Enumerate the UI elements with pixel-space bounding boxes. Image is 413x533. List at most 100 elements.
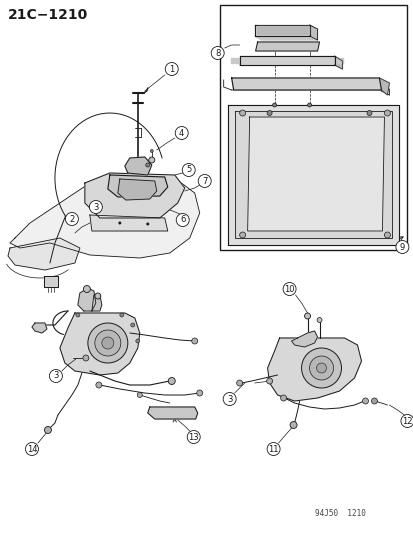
Circle shape — [370, 398, 377, 404]
Circle shape — [236, 380, 242, 386]
Polygon shape — [44, 276, 58, 287]
Bar — [230, 58, 239, 63]
Text: 94J50  1210: 94J50 1210 — [314, 509, 365, 518]
Circle shape — [384, 232, 389, 238]
Polygon shape — [247, 117, 384, 231]
Circle shape — [176, 214, 189, 227]
Polygon shape — [267, 338, 361, 401]
Circle shape — [266, 378, 272, 384]
Polygon shape — [10, 173, 199, 258]
Circle shape — [301, 348, 341, 388]
Text: 10: 10 — [284, 285, 294, 294]
Text: 7: 7 — [202, 176, 207, 185]
Polygon shape — [8, 238, 80, 270]
Polygon shape — [255, 42, 319, 51]
Circle shape — [395, 240, 408, 254]
Circle shape — [89, 200, 102, 214]
Bar — [334, 58, 342, 63]
Circle shape — [135, 339, 140, 343]
Circle shape — [211, 46, 223, 60]
Circle shape — [191, 338, 197, 344]
Circle shape — [400, 415, 413, 427]
Circle shape — [83, 286, 90, 293]
Circle shape — [44, 426, 51, 433]
Text: 21C−1210: 21C−1210 — [8, 8, 88, 22]
Circle shape — [165, 62, 178, 76]
Polygon shape — [60, 313, 140, 375]
Circle shape — [187, 431, 200, 443]
Circle shape — [76, 313, 80, 317]
Circle shape — [88, 323, 128, 363]
Circle shape — [95, 293, 101, 299]
Circle shape — [239, 110, 245, 116]
Text: 9: 9 — [399, 243, 404, 252]
Circle shape — [168, 377, 175, 384]
Circle shape — [49, 369, 62, 383]
Polygon shape — [309, 25, 317, 40]
Polygon shape — [78, 288, 96, 311]
Circle shape — [384, 110, 389, 116]
Circle shape — [148, 157, 154, 163]
Polygon shape — [231, 78, 380, 90]
Circle shape — [266, 110, 271, 116]
Circle shape — [145, 163, 150, 167]
Polygon shape — [147, 407, 197, 419]
Polygon shape — [334, 56, 342, 69]
Polygon shape — [239, 56, 334, 65]
Text: 3: 3 — [93, 203, 98, 212]
Polygon shape — [90, 215, 167, 231]
Circle shape — [131, 323, 135, 327]
Circle shape — [95, 330, 121, 356]
Text: 12: 12 — [401, 416, 412, 425]
Text: 8: 8 — [214, 49, 220, 58]
Circle shape — [102, 337, 114, 349]
Text: 3: 3 — [226, 394, 232, 403]
Polygon shape — [254, 36, 317, 40]
Circle shape — [182, 164, 195, 176]
Polygon shape — [234, 111, 392, 238]
Circle shape — [366, 110, 371, 116]
Circle shape — [282, 282, 295, 295]
Circle shape — [223, 392, 235, 406]
Polygon shape — [85, 173, 184, 218]
Circle shape — [118, 222, 121, 224]
Text: 14: 14 — [27, 445, 37, 454]
Text: 11: 11 — [268, 445, 278, 454]
Circle shape — [65, 213, 78, 225]
Circle shape — [362, 398, 368, 404]
Polygon shape — [379, 78, 389, 95]
Circle shape — [150, 149, 153, 152]
Text: 1: 1 — [169, 64, 174, 74]
Text: 5: 5 — [186, 166, 191, 174]
Circle shape — [146, 222, 149, 225]
Circle shape — [137, 392, 142, 398]
Circle shape — [239, 232, 245, 238]
Circle shape — [272, 103, 276, 107]
Text: 4: 4 — [179, 128, 184, 138]
Polygon shape — [92, 295, 102, 311]
Circle shape — [307, 103, 311, 107]
Text: 6: 6 — [180, 215, 185, 224]
Circle shape — [309, 356, 333, 380]
Text: 3: 3 — [53, 372, 59, 381]
Circle shape — [304, 313, 310, 319]
Polygon shape — [124, 157, 152, 175]
Circle shape — [175, 126, 188, 140]
Polygon shape — [256, 26, 308, 34]
Polygon shape — [107, 175, 167, 197]
Polygon shape — [32, 323, 47, 333]
Polygon shape — [291, 331, 317, 347]
Circle shape — [119, 313, 123, 317]
Polygon shape — [227, 105, 399, 245]
Circle shape — [196, 390, 202, 396]
Circle shape — [266, 442, 280, 456]
Circle shape — [198, 174, 211, 188]
Circle shape — [26, 442, 38, 456]
Circle shape — [83, 355, 89, 361]
Text: 13: 13 — [188, 432, 199, 441]
Text: 2: 2 — [69, 214, 74, 223]
Circle shape — [280, 395, 286, 401]
Polygon shape — [118, 179, 157, 200]
Circle shape — [96, 382, 102, 388]
Circle shape — [316, 363, 326, 373]
